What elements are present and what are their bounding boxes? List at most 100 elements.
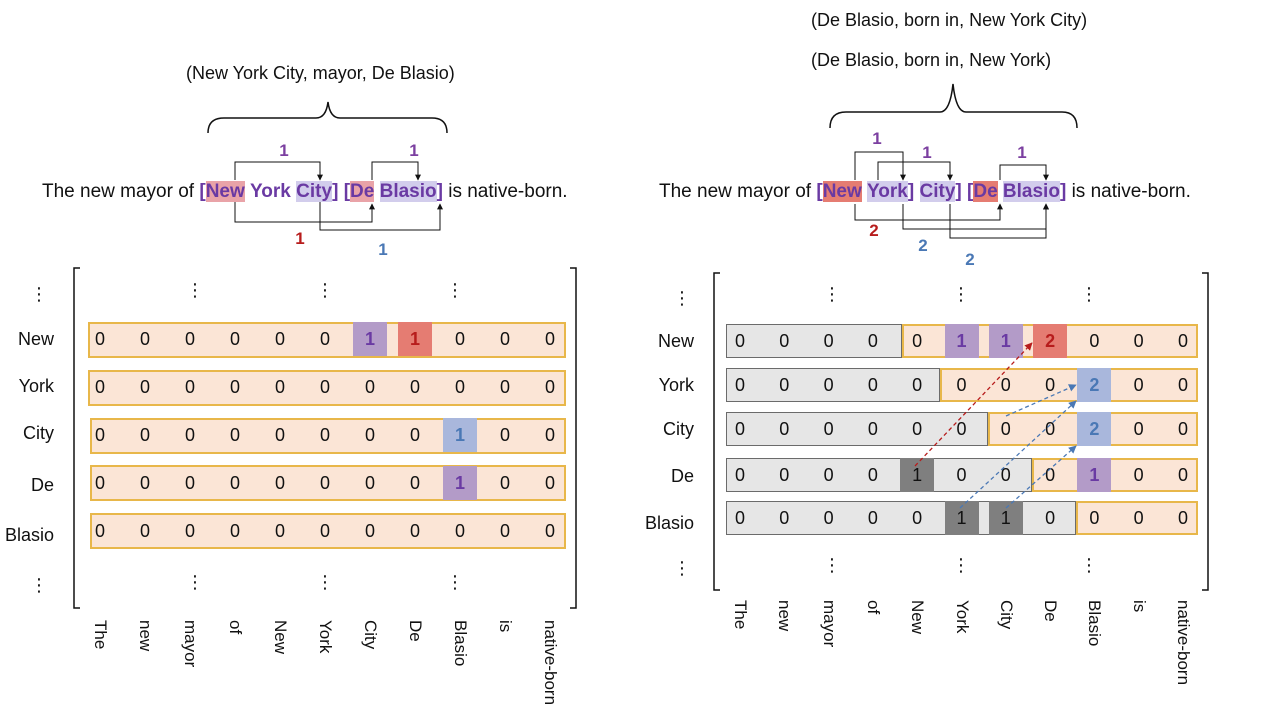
left-row-label-city: City	[23, 423, 54, 443]
right-span-de-blasio: [De Blasio]	[967, 181, 1066, 202]
matrix-cell: 0	[956, 375, 967, 395]
blue-dashed-arrow	[959, 400, 1077, 509]
left-token-city: City	[296, 181, 333, 202]
right-arc-label-a: 1	[872, 129, 882, 148]
left-row-ellipsis-top: ⋮	[30, 284, 48, 304]
matrix-cell: 0	[544, 521, 555, 541]
matrix-cell: 0	[1045, 465, 1056, 485]
matrix-cell: 1	[912, 465, 923, 485]
right-curly-brace	[829, 83, 1078, 129]
right-arc-label-red: 2	[869, 221, 879, 240]
cell-highlight	[1033, 324, 1068, 358]
matrix-cell: 0	[274, 521, 285, 541]
right-col-ellipsis: ⋮	[952, 555, 970, 575]
left-row-ellipsis-bottom: ⋮	[30, 575, 48, 595]
cell-highlight	[353, 322, 387, 356]
row-band-gray	[726, 412, 988, 446]
right-col-ellipsis: ⋮	[952, 284, 970, 304]
matrix-cell: 0	[912, 375, 923, 395]
left-col-ellipsis: ⋮	[446, 572, 464, 592]
left-row-label-de: De	[30, 475, 54, 495]
matrix-cell: 0	[1045, 375, 1056, 395]
matrix-cell: 0	[184, 473, 195, 493]
matrix-cell: 0	[229, 329, 240, 349]
matrix-cell: 0	[454, 377, 465, 397]
matrix-cell: 1	[409, 329, 420, 349]
matrix-cell: 0	[409, 425, 420, 445]
right-row-label-de: De	[670, 466, 694, 486]
left-arc-label-bottom-blue: 1	[378, 240, 388, 259]
bracket-close: ]	[436, 181, 443, 202]
right-col-ellipsis: ⋮	[1080, 284, 1098, 304]
right-arcs	[854, 151, 1049, 239]
matrix-cell: 0	[139, 329, 150, 349]
right-span-new-york-city: [New York] City]	[816, 181, 962, 202]
bracket-close: ]	[955, 181, 962, 202]
cell-highlight	[944, 324, 979, 358]
matrix-cell: 0	[184, 329, 195, 349]
matrix-cell: 0	[544, 425, 555, 445]
matrix-cell: 0	[1089, 508, 1100, 528]
right-triple-1: (De Blasio, born in, New York City)	[811, 10, 1088, 30]
right-row-label-city: City	[663, 419, 694, 439]
matrix-cell: 0	[1000, 465, 1011, 485]
right-arc-label-c: 1	[1017, 143, 1027, 162]
left-arc-label-bottom-red: 1	[295, 229, 305, 248]
matrix-cell: 0	[1177, 508, 1188, 528]
left-sentence: The new mayor of [New York City] [De Bla…	[42, 181, 568, 203]
matrix-cell: 0	[956, 419, 967, 439]
matrix-cell: 0	[912, 508, 923, 528]
bracket-close: ]	[332, 181, 339, 202]
left-span-de-blasio: [De Blasio]	[344, 181, 443, 202]
matrix-cell: 0	[409, 473, 420, 493]
right-row-label-new: New	[657, 331, 694, 351]
row-band-gray	[726, 368, 940, 402]
right-arc-label-b: 1	[922, 143, 932, 162]
matrix-cell: 0	[229, 425, 240, 445]
matrix-cell: 0	[94, 329, 105, 349]
right-row-label-blasio: Blasio	[644, 513, 694, 533]
row-band	[88, 322, 566, 358]
matrix-cell: 1	[454, 473, 465, 493]
right-matrix-bracket-right	[1202, 272, 1209, 591]
cell-highlight	[988, 501, 1023, 535]
matrix-cell: 1	[1000, 331, 1011, 351]
left-col-ellipsis: ⋮	[446, 280, 464, 300]
left-col-ellipsis: ⋮	[316, 572, 334, 592]
matrix-cell: 0	[274, 473, 285, 493]
bracket-close: ]	[907, 181, 915, 202]
cell-highlight	[443, 418, 477, 452]
matrix-cell: 0	[184, 425, 195, 445]
cell-highlight	[1077, 458, 1112, 492]
matrix-cell: 0	[499, 521, 510, 541]
matrix-cell: 0	[364, 425, 375, 445]
matrix-cell: 0	[734, 331, 745, 351]
matrix-cell: 0	[94, 521, 105, 541]
bracket-open: [	[199, 181, 206, 202]
matrix-cell: 0	[94, 377, 105, 397]
matrix-cell: 0	[823, 331, 834, 351]
left-triple: (New York City, mayor, De Blasio)	[186, 63, 455, 83]
matrix-cell: 0	[184, 521, 195, 541]
matrix-cell: 0	[319, 473, 330, 493]
matrix-cell: 0	[1045, 419, 1056, 439]
matrix-cell: 0	[499, 329, 510, 349]
row-band-peach	[1076, 501, 1198, 535]
matrix-cell: 0	[1133, 508, 1144, 528]
matrix-cell: 0	[319, 377, 330, 397]
right-sentence-prefix: The new mayor of	[659, 181, 812, 202]
row-band	[90, 465, 566, 501]
matrix-cell: 0	[956, 465, 967, 485]
matrix-cell: 2	[1089, 419, 1100, 439]
matrix-cell: 0	[823, 419, 834, 439]
matrix-cell: 0	[274, 377, 285, 397]
bracket-open: [	[343, 181, 351, 202]
right-col-ellipsis: ⋮	[1080, 555, 1098, 575]
left-token-new: New	[205, 181, 245, 202]
matrix-cell: 0	[454, 329, 465, 349]
matrix-cell: 1	[956, 508, 967, 528]
blue-dashed-arrow	[1005, 384, 1077, 417]
cell-highlight	[443, 466, 477, 500]
right-token-blasio: Blasio	[1002, 181, 1060, 202]
right-token-york: York	[867, 181, 908, 202]
